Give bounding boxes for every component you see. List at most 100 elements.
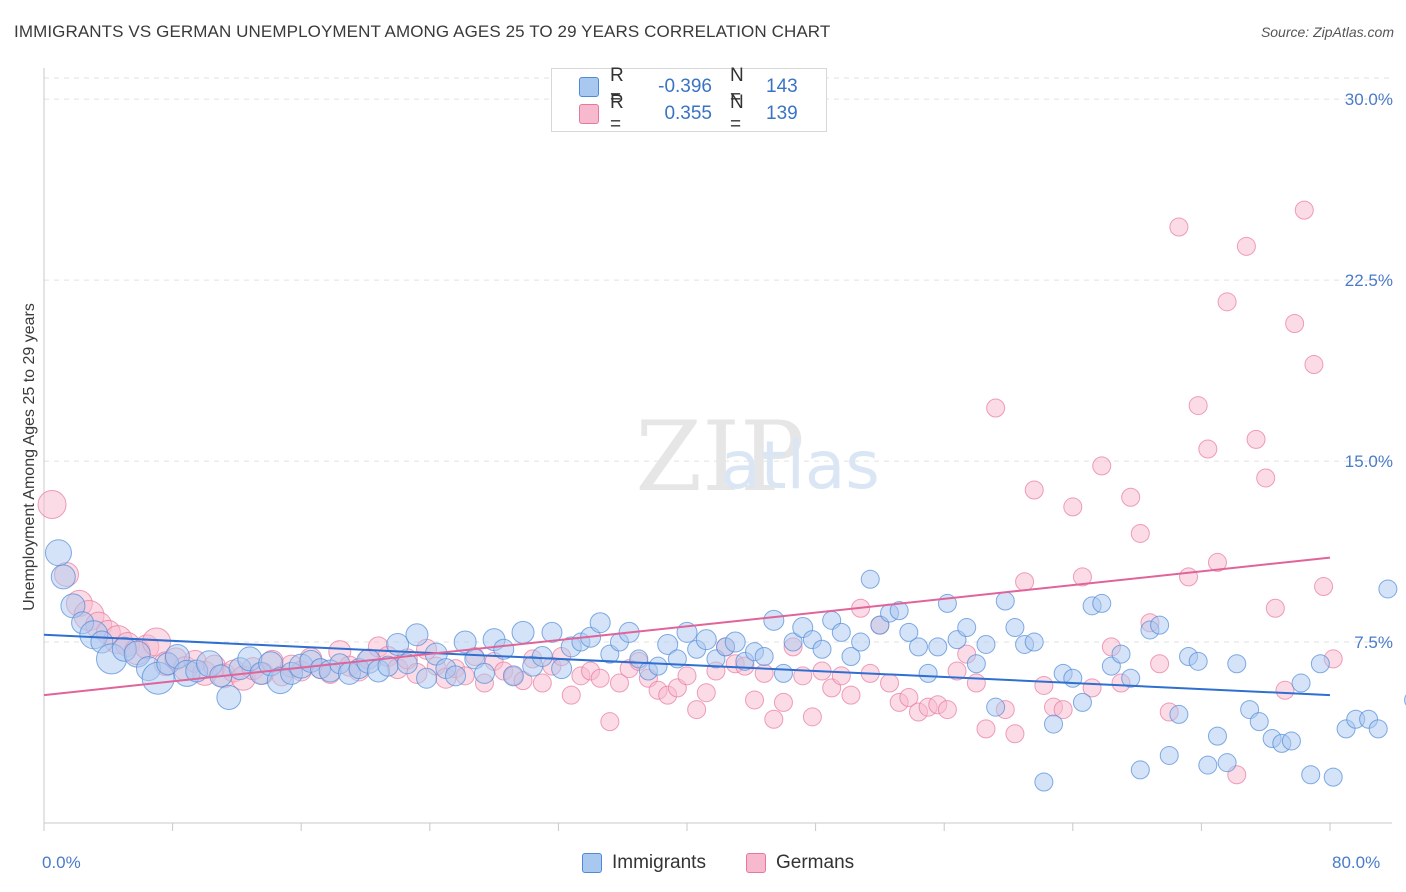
y-tick-label: 15.0%	[1345, 452, 1393, 471]
immigrant-point	[928, 637, 948, 657]
immigrant-point	[1111, 644, 1131, 664]
german-point	[1063, 497, 1083, 517]
immigrant-point	[1063, 668, 1083, 688]
immigrant-point	[1281, 731, 1301, 751]
immigrant-point	[889, 601, 909, 621]
immigrant-point	[724, 631, 746, 653]
legend-item-immigrants[interactable]: Immigrants	[582, 852, 706, 874]
immigrant-point	[657, 633, 679, 655]
immigrant-point	[831, 622, 851, 642]
immigrant-point	[1169, 704, 1189, 724]
r-value-immigrants: -0.396	[658, 76, 712, 97]
germans-trend-line	[43, 556, 1331, 697]
german-point	[600, 712, 620, 732]
german-point	[1236, 236, 1256, 256]
immigrant-point	[754, 647, 774, 667]
r-label: R =	[610, 65, 624, 108]
immigrant-point	[1227, 654, 1247, 674]
immigrant-point	[405, 623, 429, 647]
immigrant-point	[551, 658, 573, 680]
immigrant-point	[899, 622, 919, 642]
immigrant-point	[1291, 673, 1311, 693]
immigrant-point	[976, 634, 996, 654]
immigrant-point	[1092, 593, 1112, 613]
immigrant-point	[1217, 753, 1237, 773]
german-point	[1121, 487, 1141, 507]
series-legend: Immigrants Germans	[0, 852, 1406, 876]
german-point	[677, 666, 697, 686]
immigrant-point	[695, 629, 717, 651]
immigrant-point	[511, 620, 535, 644]
german-point	[841, 685, 861, 705]
legend-item-germans[interactable]: Germans	[746, 852, 854, 874]
immigrant-point	[1034, 772, 1054, 792]
immigrant-point	[1024, 632, 1044, 652]
immigrant-point	[1121, 668, 1141, 688]
german-point	[1314, 577, 1334, 597]
watermark-atlas: atlas	[720, 427, 880, 504]
n-value-germans: 139	[766, 103, 798, 124]
immigrant-point	[648, 656, 668, 676]
german-point	[1092, 456, 1112, 476]
trend-lines	[43, 556, 1331, 697]
german-point	[1265, 598, 1285, 618]
immigrant-point	[1005, 618, 1025, 638]
immigrant-point	[453, 630, 477, 654]
german-point	[1188, 396, 1208, 416]
immigrant-point	[445, 665, 467, 687]
german-point	[590, 668, 610, 688]
german-point	[947, 661, 967, 681]
german-point	[976, 719, 996, 739]
immigrant-point	[1072, 692, 1092, 712]
german-point	[937, 700, 957, 720]
immigrant-point	[416, 667, 438, 689]
axes	[43, 68, 1392, 831]
immigrant-point	[216, 685, 242, 711]
immigrants-swatch	[582, 853, 602, 873]
r-value-germans: 0.355	[664, 103, 712, 124]
immigrant-point	[1198, 755, 1218, 775]
y-tick-label: 30.0%	[1345, 90, 1393, 109]
immigrant-point	[502, 665, 524, 687]
immigrant-point	[1368, 719, 1388, 739]
german-point	[609, 673, 629, 693]
immigrant-point	[1130, 760, 1150, 780]
immigrant-point	[493, 638, 515, 660]
immigrant-point	[1323, 767, 1343, 787]
german-point	[966, 673, 986, 693]
source-label: Source: ZipAtlas.com	[1260, 24, 1394, 40]
immigrant-point	[986, 697, 1006, 717]
german-point	[1005, 724, 1025, 744]
immigrant-point	[473, 662, 495, 684]
german-point	[1217, 292, 1237, 312]
immigrant-point	[50, 564, 76, 590]
german-point	[880, 673, 900, 693]
german-point	[1150, 654, 1170, 674]
immigrant-point	[531, 646, 553, 668]
immigrant-point	[589, 612, 611, 634]
immigrant-point	[541, 621, 563, 643]
german-point	[1294, 200, 1314, 220]
german-point	[1015, 572, 1035, 592]
german-point	[1285, 314, 1305, 334]
immigrant-point	[396, 653, 418, 675]
germans-swatch	[579, 104, 599, 124]
immigrant-point	[1044, 714, 1064, 734]
correlation-legend: R = -0.396 N = 143 R = 0.355 N = 139	[551, 65, 827, 135]
immigrant-point	[918, 663, 938, 683]
german-point	[802, 707, 822, 727]
immigrant-point	[783, 632, 803, 652]
y-tick-label: 22.5%	[1345, 271, 1393, 290]
immigrant-point	[851, 632, 871, 652]
watermark-zip: ZIP	[635, 401, 804, 513]
german-point	[1053, 700, 1073, 720]
legend-label-immigrants: Immigrants	[612, 852, 706, 873]
immigrant-point	[386, 632, 410, 656]
german-point	[986, 398, 1006, 418]
immigrant-point	[1249, 712, 1269, 732]
r-label: R =	[610, 92, 624, 135]
germans-swatch	[746, 853, 766, 873]
x-axis-min-label: 0.0%	[42, 853, 81, 872]
immigrant-point	[1310, 654, 1330, 674]
